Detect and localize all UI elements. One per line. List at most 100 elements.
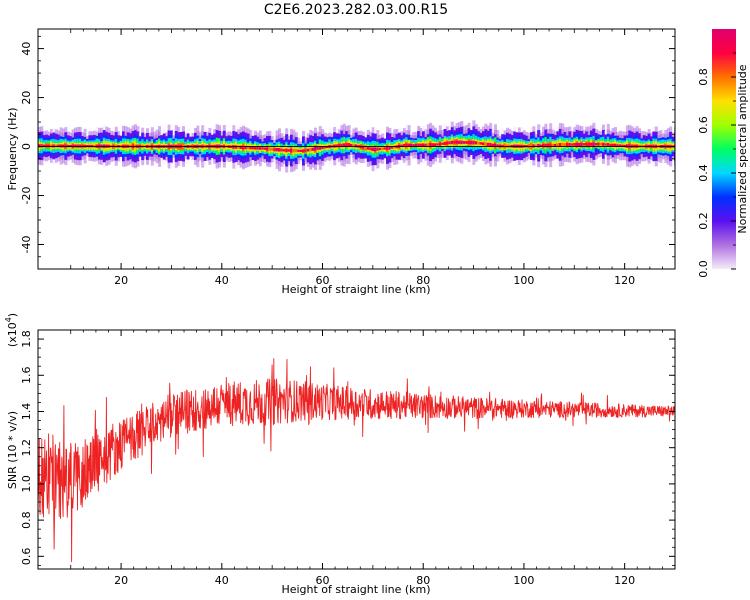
spectrum-ytick-label: 20 <box>20 91 33 105</box>
spectral-cell <box>544 143 548 148</box>
spectral-cell <box>426 143 430 147</box>
spectral-cell <box>573 143 577 146</box>
spectral-cell <box>407 143 411 147</box>
spectral-cell <box>263 147 267 150</box>
spectral-cell <box>386 146 389 150</box>
spectral-cell <box>318 146 322 150</box>
spectral-cell <box>554 143 557 147</box>
spectrum-xtick-label: 100 <box>513 274 534 287</box>
colorbar-tick-label: 0.4 <box>697 164 710 182</box>
snr-ytick-label: 1.6 <box>20 367 33 385</box>
spectral-cell <box>62 144 65 148</box>
spectrum-panel: 20 40 60 80 100 120 40 20 0 -20 -40 Height of stra… <box>6 28 676 296</box>
spectral-cell <box>254 146 257 150</box>
spectral-cell <box>244 145 248 150</box>
spectral-cell <box>604 143 608 146</box>
spectral-cell <box>294 149 298 153</box>
spectral-cell <box>566 143 569 146</box>
snr-xlabel: Height of straight line (km) <box>281 583 430 596</box>
spectral-cell <box>503 144 507 148</box>
spectral-cell <box>242 145 245 150</box>
spectral-cell <box>414 144 418 147</box>
spectral-cell <box>472 140 476 145</box>
spectral-cell <box>69 144 73 148</box>
spectral-cell <box>381 147 385 150</box>
spectral-cell <box>246 146 250 150</box>
spectrum-ytick-label: -40 <box>20 236 33 254</box>
spectral-cell <box>239 145 243 149</box>
spectral-cell <box>251 146 255 150</box>
spectral-cell <box>455 140 459 144</box>
spectral-cell <box>234 145 238 149</box>
snr-multiplier-base: (x10 <box>6 322 19 347</box>
spectral-cell <box>83 144 87 148</box>
spectral-cell <box>311 147 315 151</box>
spectral-cell <box>614 143 617 147</box>
spectral-cell <box>417 143 421 147</box>
spectral-cell <box>623 144 627 148</box>
spectral-cell <box>534 144 538 148</box>
spectral-cell <box>458 140 461 144</box>
snr-ticks: 20 40 60 80 100 120 0.6 0.8 1.0 1.2 1.4 1.6 1.8 <box>20 330 676 587</box>
spectral-cell <box>38 144 41 148</box>
spectral-cell <box>347 143 351 147</box>
spectral-cell <box>602 142 605 146</box>
snr-xtick-label: 80 <box>416 574 430 587</box>
spectral-cell <box>278 148 281 152</box>
spectral-cell <box>578 142 581 146</box>
spectral-cell <box>400 144 404 147</box>
spectral-cell <box>549 143 553 148</box>
colorbar-label: Normalized spectral amplitude <box>736 64 749 233</box>
spectral-cell <box>275 148 279 152</box>
spectral-cell <box>340 143 344 148</box>
spectrum-xtick-label: 60 <box>316 274 330 287</box>
spectral-cell <box>611 143 615 147</box>
spectrum-xtick-label: 120 <box>614 274 635 287</box>
spectral-cell <box>575 142 579 147</box>
snr-series-line <box>38 358 675 563</box>
spectral-cell <box>352 144 356 147</box>
colorbar: 0.0 0.2 0.4 0.6 0.8 Normalized spectral ampl… <box>697 29 749 278</box>
spectral-cell <box>266 147 269 151</box>
snr-ytick-label: 1.4 <box>20 403 33 421</box>
spectral-cell <box>585 142 589 146</box>
spectrum-xlabel: Height of straight line (km) <box>281 283 430 296</box>
spectral-cell <box>609 143 613 147</box>
spectral-cell <box>405 143 409 147</box>
spectral-cell <box>50 144 53 148</box>
spectral-cell <box>282 149 286 152</box>
spectral-cell <box>59 144 63 148</box>
spectral-cell <box>561 142 565 147</box>
snr-axes-frame <box>37 329 676 570</box>
spectral-cell <box>501 144 505 148</box>
spectral-cell <box>345 143 349 147</box>
spectral-cell <box>292 148 296 153</box>
spectral-cell <box>506 144 509 148</box>
colorbar-tick-label: 0.6 <box>697 116 710 134</box>
spectral-cell <box>537 143 541 148</box>
spectral-cell <box>237 145 241 149</box>
spectral-cell <box>542 143 545 148</box>
spectral-cell <box>268 147 272 151</box>
spectrum-ytick-label: -20 <box>20 187 33 205</box>
spectral-cell <box>446 141 449 145</box>
spectral-cell <box>364 146 368 149</box>
spectral-cell <box>626 144 629 148</box>
spectral-cell <box>74 144 77 148</box>
spectral-cell <box>530 144 533 148</box>
figure-title: C2E6.2023.282.03.00.R15 <box>264 2 448 18</box>
spectral-cell <box>342 143 346 147</box>
spectral-cell <box>378 147 382 151</box>
spectral-cell <box>88 144 92 148</box>
spectral-cell <box>594 142 598 146</box>
spectral-cell <box>64 144 68 148</box>
spectral-cell <box>98 144 101 148</box>
spectral-cell <box>309 148 313 152</box>
spectral-cell <box>479 142 483 145</box>
spectral-cell <box>249 146 253 150</box>
spectrum-ytick-label: 0 <box>20 143 33 150</box>
snr-xtick-label: 60 <box>316 574 330 587</box>
spectral-cell <box>335 144 339 148</box>
spectral-cell <box>539 144 543 147</box>
spectral-cell <box>450 140 454 145</box>
